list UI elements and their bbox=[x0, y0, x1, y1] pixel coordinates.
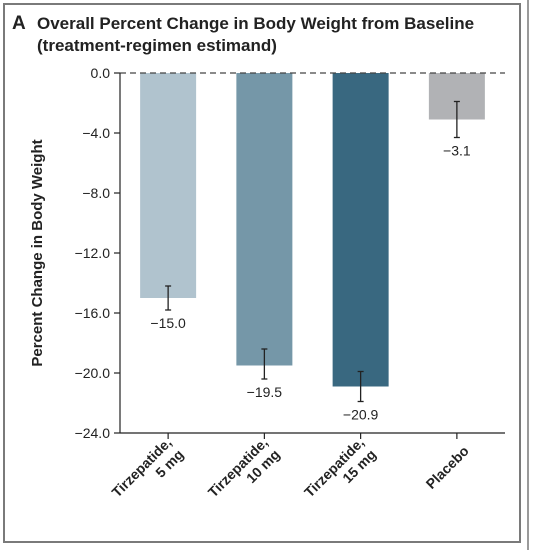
y-tick-label-1: −4.0 bbox=[82, 125, 110, 141]
value-label-1: −19.5 bbox=[247, 384, 283, 400]
bar-1 bbox=[236, 73, 293, 366]
page-edge-divider bbox=[527, 0, 529, 550]
bar-2 bbox=[332, 73, 389, 387]
category-label-3: Placebo bbox=[423, 443, 472, 492]
y-tick-label-0: 0.0 bbox=[91, 65, 111, 81]
panel-letter: A bbox=[12, 13, 26, 34]
value-label-0: −15.0 bbox=[150, 315, 186, 331]
y-tick-label-5: −20.0 bbox=[75, 365, 111, 381]
category-label-0: Tirzepatide,5 mg bbox=[108, 434, 186, 512]
y-tick-label-6: −24.0 bbox=[75, 425, 111, 441]
value-label-3: −3.1 bbox=[443, 143, 471, 159]
bar-0 bbox=[140, 73, 197, 298]
y-axis-title: Percent Change in Body Weight bbox=[29, 139, 46, 366]
category-label-1: Tirzepatide,10 mg bbox=[205, 434, 283, 512]
y-tick-label-4: −16.0 bbox=[75, 305, 111, 321]
y-tick-label-2: −8.0 bbox=[82, 185, 110, 201]
category-label-line: Placebo bbox=[423, 443, 472, 492]
value-label-2: −20.9 bbox=[343, 407, 379, 423]
chart-title: Overall Percent Change in Body Weight fr… bbox=[37, 14, 475, 33]
y-tick-label-3: −12.0 bbox=[75, 245, 111, 261]
category-label-2: Tirzepatide,15 mg bbox=[301, 434, 379, 512]
chart-subtitle: (treatment-regimen estimand) bbox=[37, 36, 277, 55]
